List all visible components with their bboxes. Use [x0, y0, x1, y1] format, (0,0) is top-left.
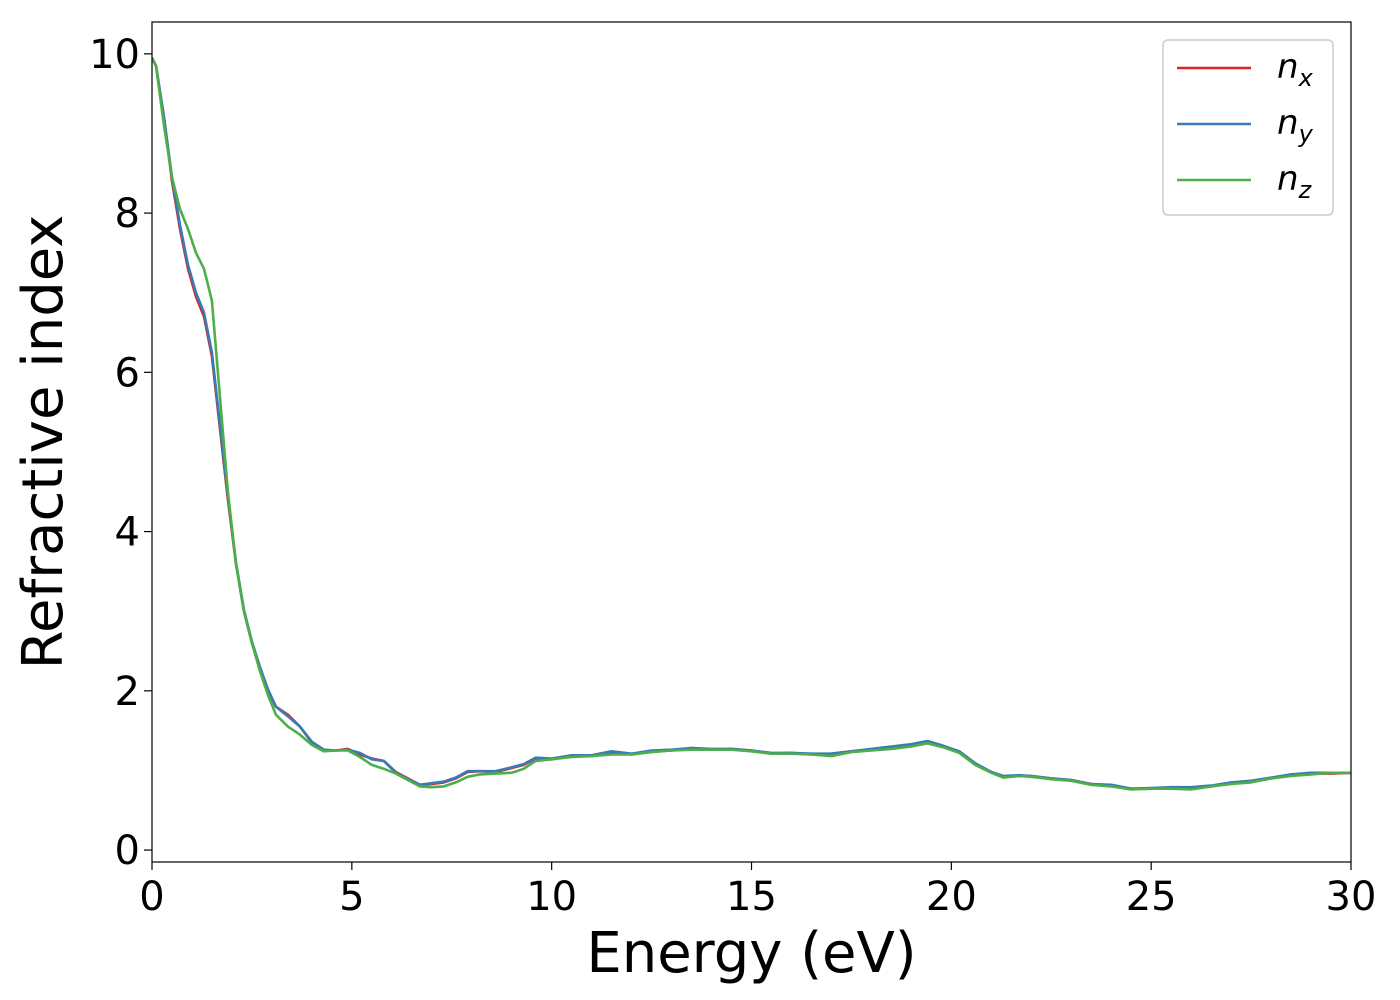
y-tick-label: 10	[89, 32, 140, 78]
y-tick-label: 2	[115, 669, 140, 715]
y-axis-label: Refractive index	[11, 215, 76, 670]
x-tick-label: 20	[926, 874, 977, 920]
x-axis-label: Energy (eV)	[586, 921, 916, 986]
legend-label-ny: ny	[1277, 103, 1314, 148]
legend-label-nx: nx	[1277, 47, 1314, 92]
x-tick-label: 15	[726, 874, 777, 920]
x-axis-ticks: 0 5 10 15 20 25 30	[139, 862, 1376, 920]
legend: nx ny nz	[1162, 39, 1334, 216]
x-tick-label: 30	[1326, 874, 1377, 920]
y-tick-label: 0	[115, 828, 140, 874]
y-tick-label: 4	[115, 510, 140, 556]
x-tick-label: 10	[526, 874, 577, 920]
y-axis-ticks: 0 2 4 6 8 10	[89, 32, 152, 874]
x-tick-label: 25	[1126, 874, 1177, 920]
y-tick-label: 8	[115, 191, 140, 237]
legend-box	[1162, 39, 1334, 216]
x-tick-label: 0	[139, 874, 164, 920]
x-tick-label: 5	[339, 874, 364, 920]
series-layer	[152, 57, 1351, 791]
legend-label-nz: nz	[1277, 159, 1313, 204]
series-line-nz	[152, 57, 1351, 791]
y-tick-label: 6	[115, 350, 140, 396]
